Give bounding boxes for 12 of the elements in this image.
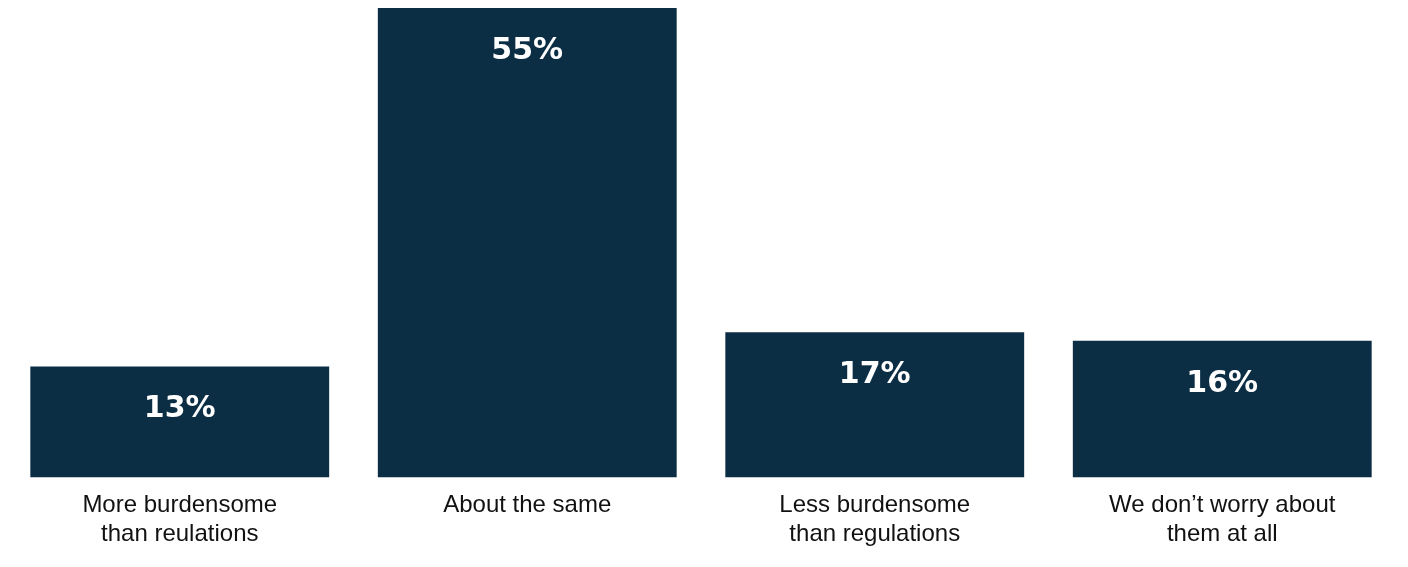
x-tick-label: We don’t worry about them at all xyxy=(1109,490,1336,547)
bar xyxy=(1072,340,1372,478)
bar xyxy=(725,332,1025,478)
x-tick-label: Less burdensome than regulations xyxy=(779,490,971,547)
bar xyxy=(377,8,677,478)
data-label: 55% xyxy=(491,30,564,66)
bar xyxy=(30,366,330,478)
x-tick-label: About the same xyxy=(443,490,612,518)
data-label: 13% xyxy=(143,389,216,425)
x-tick-label: More burdensome than reulations xyxy=(82,490,278,547)
data-label: 17% xyxy=(838,355,911,391)
data-label: 16% xyxy=(1186,363,1259,399)
